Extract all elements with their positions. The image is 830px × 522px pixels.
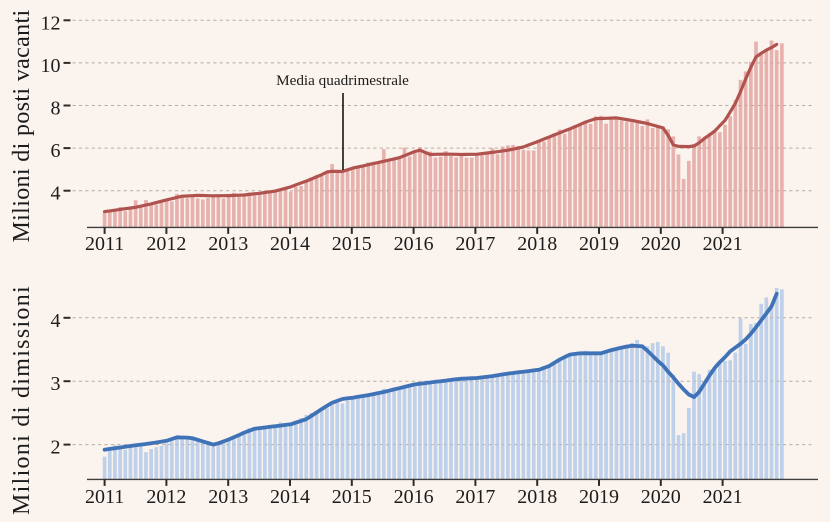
svg-text:2: 2 <box>51 437 61 459</box>
svg-text:2018: 2018 <box>517 486 557 508</box>
svg-text:2017: 2017 <box>455 486 495 508</box>
svg-text:2013: 2013 <box>208 233 248 255</box>
svg-text:2020: 2020 <box>641 233 681 255</box>
svg-text:3: 3 <box>51 373 61 395</box>
svg-text:10: 10 <box>41 55 61 77</box>
svg-text:2018: 2018 <box>517 233 557 255</box>
svg-text:Milioni di posti vacanti: Milioni di posti vacanti <box>9 9 35 242</box>
svg-text:2011: 2011 <box>85 233 124 255</box>
svg-text:Milioni di dimissioni: Milioni di dimissioni <box>9 285 35 515</box>
svg-text:2016: 2016 <box>394 486 434 508</box>
svg-text:4: 4 <box>51 183 61 205</box>
svg-text:4: 4 <box>51 310 61 332</box>
svg-text:2013: 2013 <box>208 486 248 508</box>
svg-text:2012: 2012 <box>146 486 186 508</box>
svg-text:2021: 2021 <box>703 486 743 508</box>
svg-text:2014: 2014 <box>270 233 310 255</box>
svg-text:6: 6 <box>51 140 61 162</box>
svg-text:2017: 2017 <box>455 233 495 255</box>
svg-text:2019: 2019 <box>579 486 619 508</box>
svg-text:8: 8 <box>51 98 61 120</box>
svg-text:2019: 2019 <box>579 233 619 255</box>
svg-text:2012: 2012 <box>146 233 186 255</box>
svg-text:2016: 2016 <box>394 233 434 255</box>
svg-text:2015: 2015 <box>332 233 372 255</box>
svg-text:2011: 2011 <box>85 486 124 508</box>
svg-text:Media quadrimestrale: Media quadrimestrale <box>276 72 409 89</box>
svg-text:12: 12 <box>41 12 61 34</box>
svg-text:2014: 2014 <box>270 486 310 508</box>
svg-text:2015: 2015 <box>332 486 372 508</box>
svg-text:2020: 2020 <box>641 486 681 508</box>
svg-text:2021: 2021 <box>703 233 743 255</box>
